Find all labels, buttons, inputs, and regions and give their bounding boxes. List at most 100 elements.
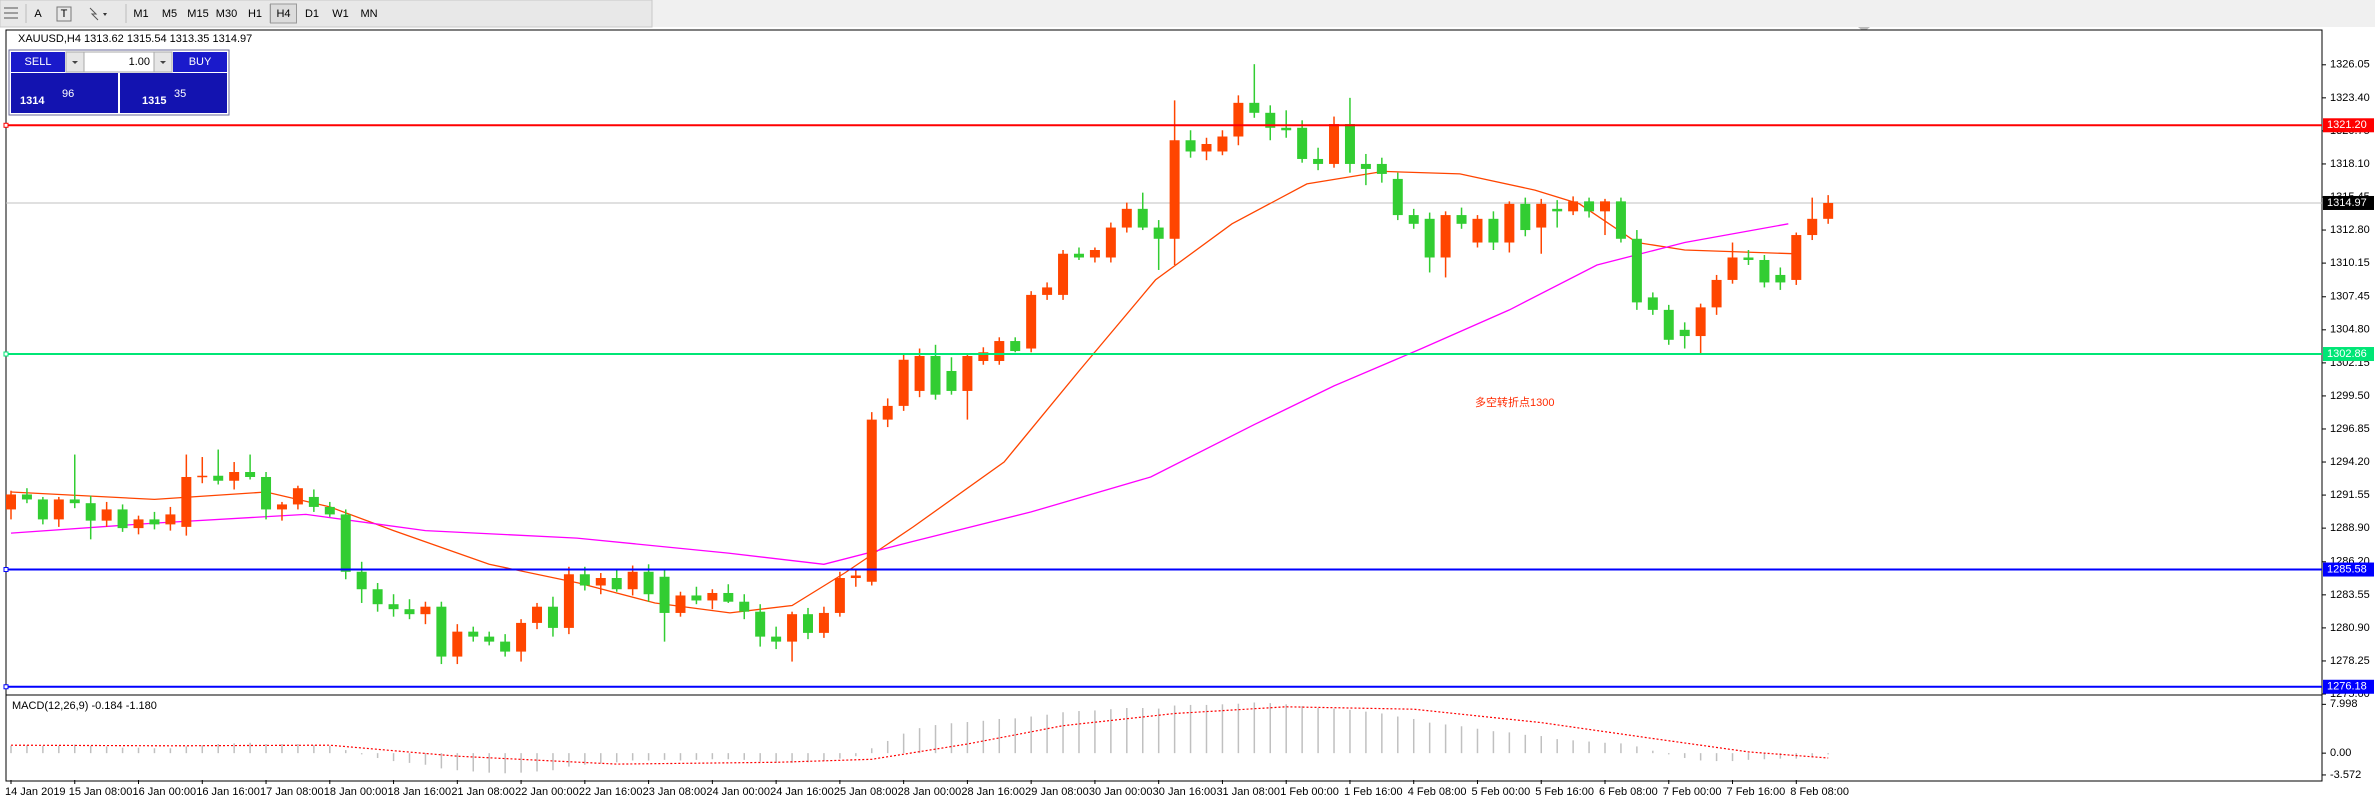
candle-body — [1360, 163, 1371, 169]
candle-body — [755, 611, 766, 637]
sell-label: SELL — [25, 56, 52, 68]
x-tick-label: 24 Jan 16:00 — [770, 786, 834, 798]
moving-average — [10, 223, 1789, 565]
y-tick-label: 1310.15 — [2330, 257, 2370, 269]
bid-small: 96 — [62, 88, 74, 100]
candle-body — [340, 514, 351, 572]
candle-body — [468, 631, 479, 637]
candle-body — [245, 472, 256, 477]
x-tick-label: 7 Feb 16:00 — [1727, 786, 1786, 798]
candle-body — [1201, 143, 1212, 152]
candle-body — [1679, 329, 1690, 337]
buy-price-box[interactable] — [120, 73, 227, 113]
candle-body — [1568, 201, 1579, 212]
level-marker — [3, 122, 9, 128]
timeframe-button[interactable]: M1 — [133, 8, 148, 20]
x-tick-label: 25 Jan 08:00 — [834, 786, 898, 798]
candle-body — [165, 514, 176, 525]
candle-body — [691, 595, 702, 601]
candle-body — [388, 604, 399, 610]
x-tick-label: 28 Jan 00:00 — [898, 786, 962, 798]
x-tick-label: 4 Feb 08:00 — [1408, 786, 1467, 798]
candle-body — [1615, 201, 1626, 239]
y-tick-label: 1318.10 — [2330, 158, 2370, 170]
candle-body — [994, 341, 1005, 362]
candle-body — [643, 571, 654, 595]
toolbar-icon[interactable] — [4, 7, 18, 19]
timeframe-button[interactable]: H4 — [276, 8, 290, 20]
lot-value: 1.00 — [129, 56, 150, 68]
arrow-tool-icon[interactable] — [89, 7, 99, 21]
candle-body — [229, 472, 240, 481]
timeframe-button[interactable]: MN — [360, 8, 377, 20]
candle-body — [420, 606, 431, 615]
ask-big: 1315 — [142, 95, 166, 107]
y-tick-label: 1278.25 — [2330, 655, 2370, 667]
candle-body — [1185, 140, 1196, 152]
y-tick-label: 1280.90 — [2330, 622, 2370, 634]
candle-body — [611, 578, 622, 590]
candle-body — [930, 356, 941, 395]
y-tick-label: 1294.20 — [2330, 456, 2370, 468]
level-marker — [3, 351, 9, 357]
timeframe-button[interactable]: M30 — [216, 8, 237, 20]
x-tick-label: 5 Feb 16:00 — [1535, 786, 1594, 798]
candle-body — [739, 601, 750, 612]
sell-price-box[interactable] — [11, 73, 118, 113]
drawing-tool[interactable]: T — [61, 8, 68, 20]
candle-body — [1042, 287, 1053, 295]
timeframe-button[interactable]: W1 — [332, 8, 349, 20]
candle-body — [117, 509, 128, 529]
candle-body — [484, 636, 495, 642]
candle-body — [1073, 253, 1084, 258]
timeframe-button[interactable]: H1 — [248, 8, 262, 20]
timeframe-button[interactable]: M5 — [162, 8, 177, 20]
chart-frame — [5, 29, 2323, 782]
candle-body — [452, 631, 463, 657]
ask-small: 35 — [174, 88, 186, 100]
candle-body — [1631, 238, 1642, 303]
candle-body — [627, 571, 638, 590]
candle-body — [1376, 163, 1387, 174]
candle-body — [181, 476, 192, 527]
dropdown-icon[interactable] — [103, 13, 107, 16]
candle-body — [133, 519, 144, 529]
y-tick-label: 1326.05 — [2330, 59, 2370, 71]
x-tick-label: 5 Feb 00:00 — [1471, 786, 1530, 798]
candle-body — [1552, 208, 1563, 212]
macd-y-tick-label: -3.572 — [2330, 769, 2361, 781]
candle-body — [69, 499, 80, 504]
x-tick-label: 15 Jan 08:00 — [69, 786, 133, 798]
sell-button[interactable] — [11, 52, 65, 72]
candle-body — [1727, 257, 1738, 280]
price-label: 1314.97 — [2327, 197, 2367, 209]
candle-body — [197, 475, 208, 478]
candle-body — [21, 494, 32, 500]
buy-button[interactable] — [173, 52, 227, 72]
y-tick-label: 1323.40 — [2330, 92, 2370, 104]
candle-body — [1121, 208, 1132, 228]
candle-body — [516, 622, 527, 652]
chart-header: XAUUSD,H4 1313.62 1315.54 1313.35 1314.9… — [18, 33, 252, 45]
level-label: 1276.18 — [2327, 681, 2367, 693]
timeframe-button[interactable]: D1 — [305, 8, 319, 20]
candle-body — [1488, 218, 1499, 243]
candle-body — [404, 609, 415, 615]
candle-body — [1647, 297, 1658, 310]
candle-body — [1440, 215, 1451, 258]
candle-body — [914, 356, 925, 391]
candle-body — [1297, 127, 1308, 159]
candle-body — [803, 614, 813, 633]
candle-body — [818, 612, 829, 633]
candle-body — [1807, 218, 1818, 236]
x-tick-label: 7 Feb 00:00 — [1663, 786, 1722, 798]
timeframe-button[interactable]: M15 — [187, 8, 208, 20]
candle-body — [308, 496, 319, 507]
text-tool-frame — [56, 6, 72, 22]
candle-body — [946, 370, 957, 391]
x-tick-label: 23 Jan 08:00 — [643, 786, 707, 798]
candle-body — [978, 352, 989, 362]
buy-label: BUY — [189, 56, 212, 68]
drawing-tool[interactable]: A — [34, 8, 42, 20]
